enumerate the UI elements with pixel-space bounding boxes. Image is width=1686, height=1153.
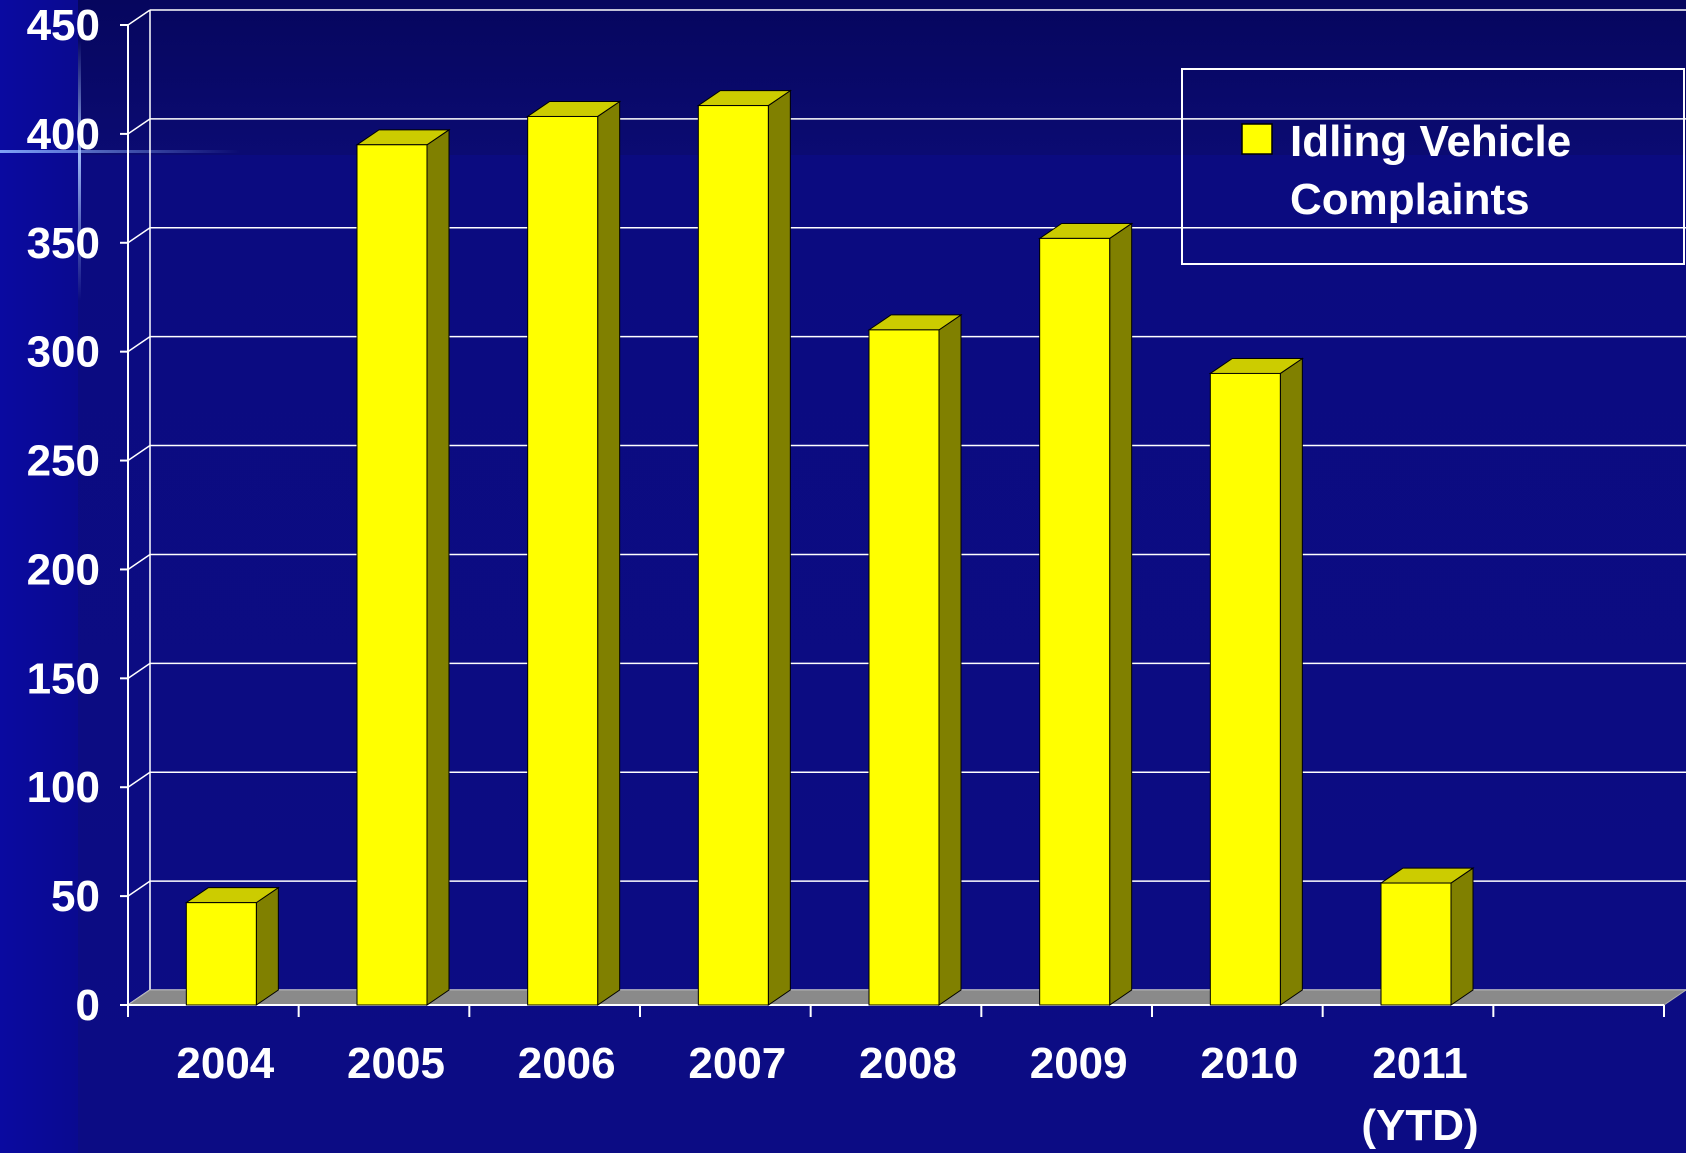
legend-label-line: Complaints: [1290, 175, 1530, 224]
legend: Idling Vehicle Complaints: [1181, 68, 1685, 265]
bar-side: [1279, 357, 1303, 1006]
y-tick-label-350: 350: [27, 219, 100, 268]
x-tick-label: 2010: [1200, 1039, 1298, 1088]
x-tick-label: 2008: [859, 1039, 957, 1088]
gridline-side-250: [127, 444, 151, 462]
y-tick-labels: 0 50 100 150 200 250 300 350 400 450: [27, 1, 100, 1030]
gridline-side-300: [127, 336, 151, 353]
bar-front: [527, 115, 599, 1006]
gridline-side-350: [127, 227, 151, 244]
bar-front: [1209, 372, 1281, 1006]
y-tick-label-450: 450: [27, 1, 100, 50]
bar-side: [597, 100, 621, 1006]
bar-side: [426, 128, 450, 1006]
y-tick-label-0: 0: [76, 981, 100, 1030]
bar-side: [767, 89, 791, 1006]
gridline-side-400: [127, 118, 151, 135]
gridline-side-200: [127, 553, 151, 571]
bar-front: [1039, 237, 1111, 1006]
bar-side: [1450, 867, 1474, 1006]
bar-2009: [1038, 222, 1134, 1006]
bar-front: [1380, 882, 1452, 1006]
bar-2004: [184, 886, 280, 1006]
glint-horizontal-decoration: [0, 150, 240, 153]
bar-front: [868, 329, 940, 1006]
bar-front: [697, 105, 769, 1006]
gridline-side-150: [127, 662, 151, 679]
gridline-side-100: [127, 771, 151, 788]
gridline-side-50: [127, 880, 151, 897]
x-tick-labels: 2004 2005 2006 2007 2008 2009 2010 2011 (YTD): [176, 1039, 1478, 1150]
bar-2008: [867, 313, 963, 1006]
bar-2010: [1208, 357, 1304, 1006]
glint-vertical-decoration: [78, 40, 81, 300]
legend-label: Idling Vehicle Complaints: [1290, 117, 1571, 224]
x-tick-label: 2009: [1030, 1039, 1128, 1088]
y-tick-label-50: 50: [51, 872, 100, 921]
x-tick-label: 2005: [347, 1039, 445, 1088]
x-tick-label: 2004: [176, 1039, 274, 1088]
legend-box: [1181, 68, 1685, 265]
bar-2011: [1379, 867, 1475, 1006]
bar-2005: [355, 128, 451, 1006]
bars: [184, 89, 1475, 1006]
bar-front: [185, 902, 257, 1006]
bar-side: [1109, 222, 1133, 1006]
bar-side: [255, 886, 279, 1006]
x-tick-label: 2007: [688, 1039, 786, 1088]
x-tick-label: (YTD): [1361, 1101, 1478, 1150]
y-tick-label-400: 400: [27, 110, 100, 159]
legend-swatch: [1241, 123, 1273, 155]
bar-front: [356, 144, 428, 1006]
x-tick-label: 2011: [1372, 1039, 1467, 1088]
gridline-side-450: [127, 9, 151, 26]
bar-side: [938, 313, 962, 1006]
bar-2007: [696, 89, 792, 1006]
y-tick-label-150: 150: [27, 654, 100, 703]
y-tick-label-250: 250: [27, 437, 100, 486]
legend-label-line: Idling Vehicle: [1290, 117, 1571, 166]
background-top-band: [0, 0, 1686, 155]
y-tick-label-300: 300: [27, 328, 100, 377]
x-tick-label: 2006: [518, 1039, 616, 1088]
y-tick-label-200: 200: [27, 545, 100, 594]
bar-2006: [526, 100, 622, 1006]
background-left-strip: [0, 0, 78, 1153]
y-tick-label-100: 100: [27, 763, 100, 812]
